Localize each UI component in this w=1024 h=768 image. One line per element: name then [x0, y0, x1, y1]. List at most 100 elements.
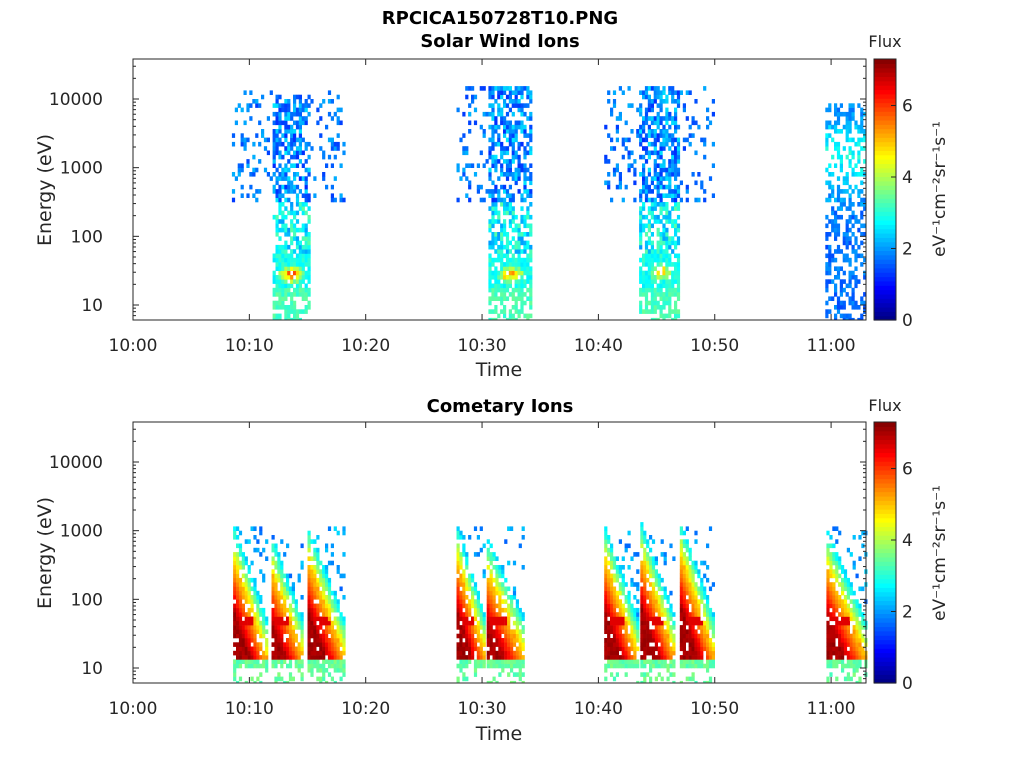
heatmap-cell [283, 590, 287, 596]
heatmap-cell [685, 526, 689, 531]
heatmap-cell [508, 137, 512, 143]
y-tick-label: 100 [71, 227, 103, 247]
heatmap-cell [250, 638, 254, 643]
heatmap-cell [319, 599, 323, 604]
heatmap-cell [505, 193, 510, 198]
heatmap-cell [284, 111, 288, 117]
heatmap-cell [679, 625, 683, 630]
heatmap-cell [654, 569, 658, 574]
heatmap-cell [489, 556, 493, 561]
heatmap-cell [607, 582, 611, 587]
heatmap-cell [274, 582, 278, 587]
heatmap-cell [832, 646, 836, 652]
heatmap-cell [703, 137, 707, 143]
heatmap-cell [604, 650, 608, 656]
colorbar-segment [874, 159, 896, 164]
heatmap-cell [843, 650, 848, 656]
heatmap-cell [313, 663, 317, 669]
heatmap-cell [298, 266, 302, 271]
heatmap-cell [839, 111, 843, 117]
heatmap-cell [651, 595, 656, 600]
heatmap-cell [287, 103, 291, 108]
heatmap-cell [861, 530, 865, 536]
heatmap-cell [310, 629, 314, 634]
heatmap-cell [653, 94, 657, 100]
heatmap-cell [517, 90, 521, 95]
heatmap-cell [492, 556, 496, 561]
heatmap-cell [488, 154, 492, 160]
heatmap-cell [339, 638, 343, 643]
heatmap-cell [666, 625, 670, 630]
heatmap-cell [507, 629, 511, 634]
heatmap-cell [649, 668, 653, 673]
heatmap-cell [659, 313, 663, 319]
heatmap-cell [674, 313, 678, 319]
heatmap-cell [863, 275, 867, 280]
heatmap-cell [650, 287, 654, 293]
heatmap-cell [857, 159, 861, 164]
heatmap-cell [307, 219, 311, 224]
heatmap-cell [711, 163, 715, 168]
heatmap-cell [688, 646, 692, 652]
heatmap-cell [238, 603, 243, 609]
colorbar-segment [874, 115, 896, 121]
heatmap-cell [236, 646, 240, 652]
heatmap-cell [518, 646, 522, 652]
heatmap-cell [610, 663, 614, 669]
heatmap-cell [244, 663, 248, 669]
heatmap-cell [272, 184, 276, 190]
heatmap-cell [255, 189, 259, 194]
heatmap-cell [284, 133, 288, 138]
heatmap-cell [860, 124, 864, 130]
heatmap-cell [517, 236, 521, 241]
heatmap-cell [841, 616, 845, 622]
heatmap-cell [517, 287, 521, 293]
heatmap-cell [825, 214, 829, 220]
heatmap-cell [497, 103, 501, 108]
heatmap-cell [826, 612, 830, 617]
heatmap-cell [316, 535, 320, 540]
heatmap-cell [694, 655, 698, 660]
heatmap-cell [294, 655, 298, 660]
heatmap-cell [529, 129, 533, 134]
heatmap-cell [663, 629, 667, 634]
heatmap-cell [633, 638, 637, 643]
heatmap-cell [633, 197, 637, 203]
heatmap-cell [523, 244, 527, 250]
heatmap-cell [494, 279, 498, 284]
heatmap-cell [330, 184, 334, 190]
heatmap-cell [498, 642, 502, 647]
heatmap-cell [501, 586, 505, 592]
heatmap-cell [708, 646, 713, 652]
heatmap-cell [492, 633, 496, 639]
heatmap-cell [307, 249, 311, 254]
heatmap-cell [339, 620, 343, 626]
heatmap-cell [307, 94, 311, 100]
heatmap-cell [295, 219, 300, 224]
heatmap-cell [621, 642, 625, 647]
heatmap-cell [518, 655, 522, 660]
heatmap-cell [468, 573, 472, 579]
heatmap-cell [845, 227, 849, 233]
heatmap-cell [860, 223, 864, 229]
heatmap-cell [828, 270, 832, 276]
heatmap-cell [325, 620, 329, 626]
heatmap-cell [250, 663, 254, 669]
heatmap-cell [287, 176, 291, 181]
heatmap-cell [851, 137, 855, 143]
colorbar-segment [874, 128, 896, 134]
heatmap-cell [486, 680, 490, 684]
heatmap-cell [839, 249, 843, 254]
heatmap-cell [688, 586, 692, 592]
heatmap-cell [841, 612, 845, 617]
heatmap-cell [529, 296, 533, 301]
heatmap-cell [671, 163, 675, 168]
heatmap-cell [284, 223, 288, 229]
heatmap-cell [238, 595, 243, 600]
heatmap-cell [277, 650, 281, 656]
heatmap-cell [630, 659, 634, 664]
heatmap-cell [845, 176, 849, 181]
plot-frame [132, 58, 867, 321]
heatmap-cell [643, 603, 647, 609]
heatmap-cell [286, 650, 290, 656]
